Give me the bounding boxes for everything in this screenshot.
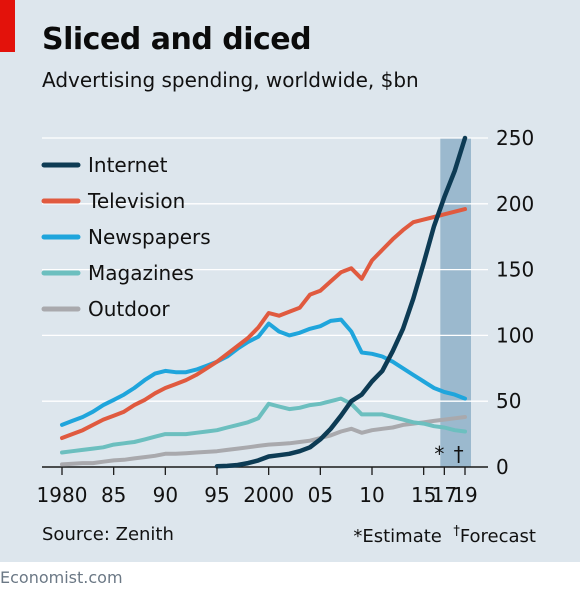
x-tick-label: 05 [308,483,333,507]
x-tick-label: 15 [411,483,436,507]
y-tick-label: 250 [496,126,534,150]
x-tick-label: 2000 [243,483,294,507]
series-line-newspapers [60,317,467,427]
forecast-marker: † [454,442,464,466]
brand-red-tag [0,0,15,52]
line-chart: 0 50 100 150 200 250 1980 85 90 95 2000 05 10 151719… [37,126,535,507]
source-note: Source: Zenith [42,524,174,545]
estimate-marker: * [434,442,444,466]
legend-label-newspapers: Newspapers [88,225,211,249]
x-tick-label: 1980 [37,483,88,507]
chart-subtitle: Advertising spending, worldwide, $bn [42,68,419,92]
series-line-magazines [60,396,467,455]
legend-label-television: Television [87,189,185,213]
forecast-dagger: † [453,524,460,539]
x-tick-label: 10 [359,483,384,507]
legend-label-outdoor: Outdoor [88,297,170,321]
y-tick-label: 150 [496,258,534,282]
series-line-outdoor [60,415,467,467]
y-tick-label: 200 [496,192,534,216]
x-tick-label: 19 [452,483,477,507]
forecast-note: Forecast [459,526,536,547]
x-tick-label: 90 [153,483,178,507]
chart-card [0,0,580,562]
y-tick-label: 0 [496,455,509,479]
legend-label-internet: Internet [88,153,168,177]
series-line-television [60,207,467,440]
brand-label: Economist.com [0,568,123,587]
x-tick-label: 85 [101,483,126,507]
y-tick-label: 100 [496,323,534,347]
footnotes: *Estimate †Forecast [353,524,536,547]
chart-title: Sliced and diced [42,22,312,57]
x-tick-label: 17 [432,483,457,507]
y-tick-label: 50 [496,389,521,413]
legend-label-magazines: Magazines [88,261,194,285]
x-tick-label: 95 [204,483,229,507]
estimate-note: *Estimate [353,526,442,547]
series-line-internet [214,135,468,469]
